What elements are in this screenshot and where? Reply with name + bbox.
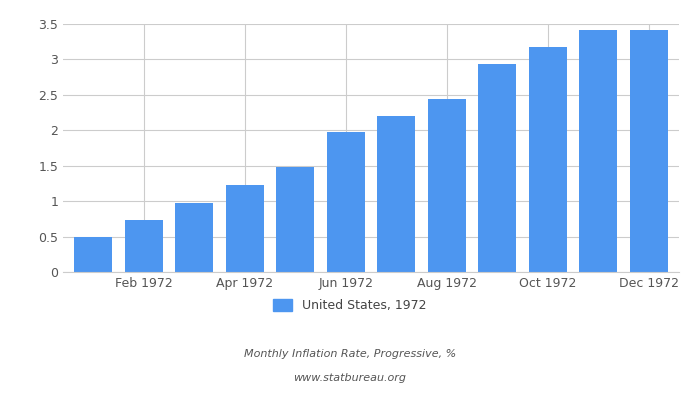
Legend: United States, 1972: United States, 1972 xyxy=(268,294,432,317)
Bar xyxy=(528,47,567,272)
Bar xyxy=(226,185,264,272)
Bar xyxy=(74,237,112,272)
Text: Monthly Inflation Rate, Progressive, %: Monthly Inflation Rate, Progressive, % xyxy=(244,349,456,359)
Bar xyxy=(580,30,617,272)
Bar xyxy=(428,99,466,272)
Bar xyxy=(175,202,214,272)
Text: www.statbureau.org: www.statbureau.org xyxy=(293,373,407,383)
Bar xyxy=(630,30,668,272)
Bar xyxy=(125,220,162,272)
Bar xyxy=(276,167,314,272)
Bar xyxy=(377,116,415,272)
Bar xyxy=(327,132,365,272)
Bar xyxy=(478,64,516,272)
